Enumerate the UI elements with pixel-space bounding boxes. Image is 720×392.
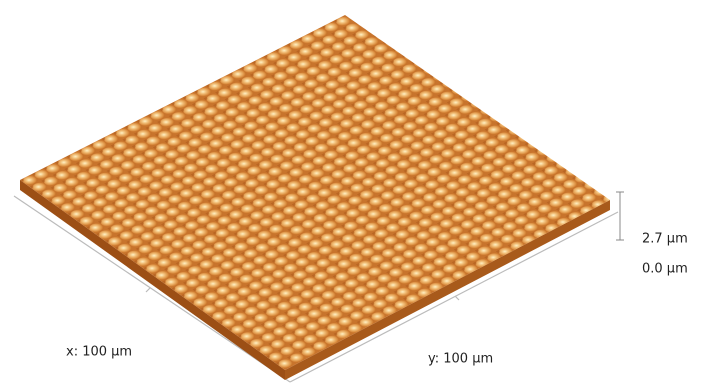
surface-topography	[20, 15, 610, 370]
height-scale	[616, 192, 624, 240]
axis-tick	[455, 296, 459, 300]
y-axis-label: y: 100 μm	[428, 352, 493, 367]
x-axis-label: x: 100 μm	[66, 345, 132, 360]
axis-tick	[146, 288, 150, 292]
afm-image: 2.7 μm 0.0 μm x: 100 μm y: 100 μm	[0, 0, 720, 392]
scale-min-label: 0.0 μm	[642, 262, 688, 277]
page: {"scale": {"max_label": "2.7 μm", "min_l…	[0, 0, 720, 392]
scale-max-label: 2.7 μm	[642, 232, 688, 247]
